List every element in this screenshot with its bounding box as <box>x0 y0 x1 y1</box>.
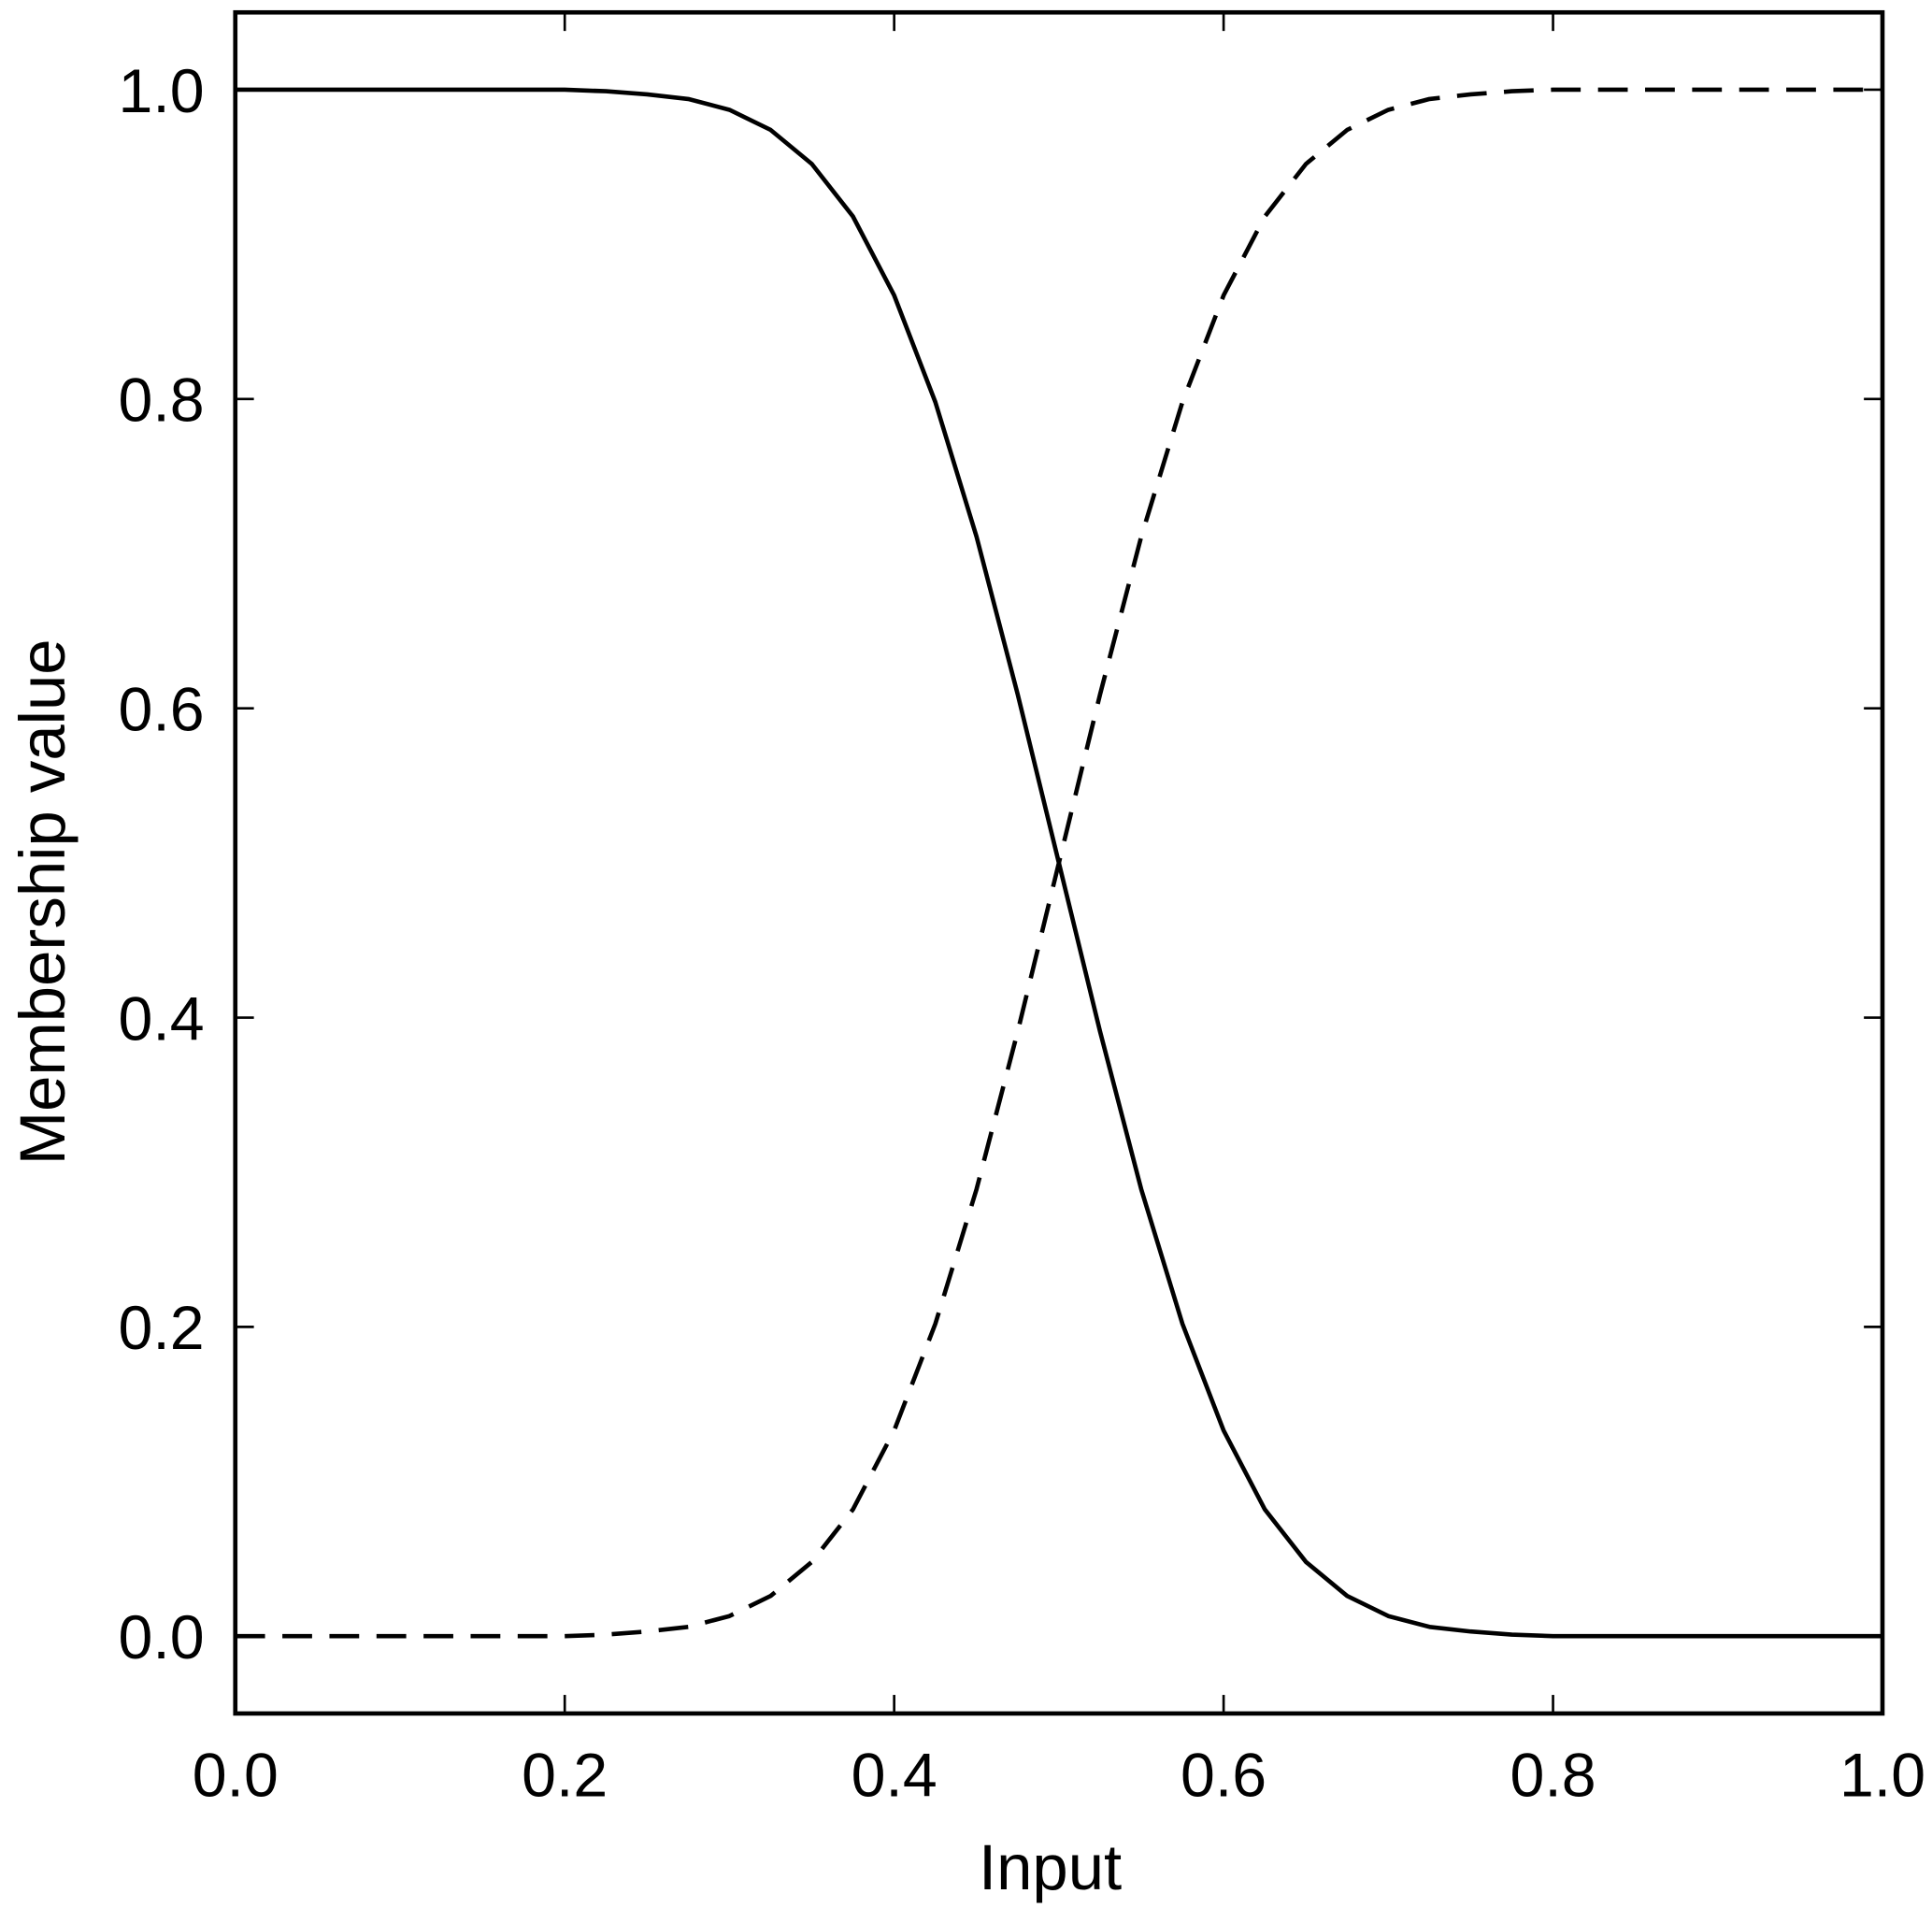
y-tick-label: 0.2 <box>119 1294 205 1363</box>
y-tick-label: 0.0 <box>119 1603 205 1672</box>
plot-frame <box>233 9 1885 1716</box>
x-tick-label: 0.6 <box>1181 1742 1267 1811</box>
y-tick-label: 0.8 <box>119 366 205 436</box>
x-tick-label: 0.8 <box>1510 1742 1596 1811</box>
y-tick-label: 0.4 <box>119 984 205 1054</box>
x-tick-label: 0.4 <box>852 1742 937 1811</box>
x-axis-label: Input <box>979 1831 1122 1903</box>
x-tick-label: 0.0 <box>193 1742 279 1811</box>
x-tick-label: 0.2 <box>522 1742 608 1811</box>
series-line-increasing <box>235 87 1882 1639</box>
y-axis-label: Membership value <box>7 638 79 1165</box>
y-tick-label: 1.0 <box>119 57 205 126</box>
y-tick-label: 0.6 <box>119 676 205 745</box>
x-tick-label: 1.0 <box>1839 1742 1925 1811</box>
